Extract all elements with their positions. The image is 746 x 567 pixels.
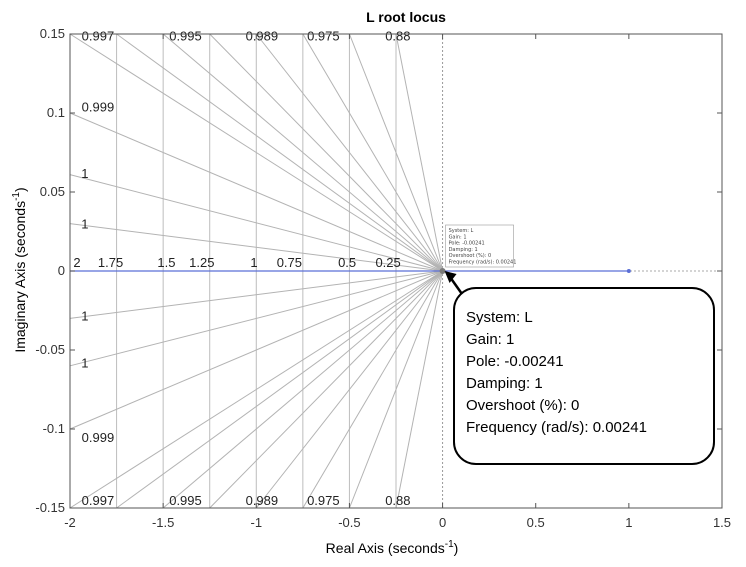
datatip-small-line: Damping: 1 [449, 247, 478, 253]
frequency-label: 1.5 [157, 255, 175, 270]
damping-ray [255, 33, 443, 272]
y-tick-label: 0.15 [40, 26, 65, 41]
frequency-label: 1 [250, 255, 257, 270]
frequency-label: 0.25 [375, 255, 400, 270]
damping-label: 0.88 [385, 29, 410, 44]
damping-label: 0.997 [82, 29, 115, 44]
damping-label: 0.989 [246, 493, 279, 508]
datatip-small-line: Pole: -0.00241 [449, 241, 485, 247]
x-tick-label: -1.5 [152, 515, 174, 530]
damping-ray [348, 33, 444, 272]
damping-ray [116, 33, 443, 272]
damping-ray [69, 270, 443, 367]
damping-ray [69, 174, 443, 272]
damping-frequency-grid [69, 33, 722, 509]
y-tick-label: 0 [58, 263, 65, 278]
callout-line: Gain: 1 [466, 331, 514, 348]
x-tick-label: 1 [625, 515, 632, 530]
y-tick-label: -0.1 [43, 421, 65, 436]
frequency-label: 1.25 [189, 255, 214, 270]
damping-ray [209, 33, 443, 272]
damping-ray [69, 270, 443, 430]
x-tick-label: -1 [251, 515, 263, 530]
damping-ray [302, 270, 444, 509]
x-tick-label: 0 [439, 515, 446, 530]
damping-ray [255, 270, 443, 509]
frequency-label: 0.5 [338, 255, 356, 270]
damping-label: 0.997 [82, 493, 115, 508]
damping-label: 0.999 [82, 430, 115, 445]
frequency-label: 2 [73, 255, 80, 270]
damping-label: 0.995 [169, 29, 202, 44]
callout-box [453, 287, 715, 465]
x-tick-label: 0.5 [527, 515, 545, 530]
damping-label: 0.989 [246, 29, 279, 44]
damping-label: 0.975 [307, 29, 340, 44]
y-axis-label: Imaginary Axis (seconds-1) [11, 187, 28, 352]
damping-label: 1 [81, 308, 88, 323]
x-tick-label: 1.5 [713, 515, 731, 530]
datatip-small-line: Frequency (rad/s): 0.00241 [449, 260, 517, 266]
chart-title: L root locus [366, 9, 446, 25]
datatip-small-line: System: L [449, 228, 474, 234]
selected-pole-marker [439, 268, 446, 274]
damping-ray [69, 270, 443, 319]
damping-label: 0.88 [385, 493, 410, 508]
damping-ray [69, 223, 443, 272]
callout-line: System: L [466, 309, 533, 326]
damping-label: 0.995 [169, 493, 202, 508]
y-tick-label: -0.05 [35, 342, 65, 357]
damping-label: 1 [81, 217, 88, 232]
y-tick-label: 0.1 [47, 105, 65, 120]
datatip-small-line: Overshoot (%): 0 [449, 253, 492, 259]
damping-label: 0.999 [82, 100, 115, 115]
callout-arrow-head [444, 271, 457, 283]
damping-label: 1 [81, 356, 88, 371]
damping-ray [209, 270, 443, 509]
grid-labels: 0.997 0.995 0.989 0.975 0.88 0.999 1 1 1 1 0.999 0.… [73, 29, 410, 509]
frequency-label: 1.75 [98, 255, 123, 270]
y-tick-label: -0.15 [35, 500, 65, 515]
callout-line: Pole: -0.00241 [466, 353, 564, 370]
x-tick-label: -2 [64, 515, 76, 530]
callout-line: Overshoot (%): 0 [466, 397, 579, 414]
callout-line: Damping: 1 [466, 375, 543, 392]
datatip-small-line: Gain: 1 [449, 234, 467, 240]
damping-ray [348, 270, 444, 509]
y-tick-label: 0.05 [40, 184, 65, 199]
x-axis-label: Real Axis (seconds-1) [326, 539, 459, 556]
damping-ray [116, 270, 443, 509]
damping-ray [69, 33, 443, 272]
damping-label: 1 [81, 166, 88, 181]
callout-line: Frequency (rad/s): 0.00241 [466, 419, 647, 436]
damping-ray [162, 270, 443, 509]
damping-ray [69, 112, 443, 272]
frequency-label: 0.75 [277, 255, 302, 270]
x-tick-label: -0.5 [338, 515, 360, 530]
axes: -2 -1.5 -1 -0.5 0 0.5 1 1.5 0.15 0.1 0.05 0 -0.05 -0.… [35, 26, 731, 530]
damping-ray [395, 33, 444, 272]
locus-data [70, 268, 631, 274]
damping-ray [395, 270, 444, 509]
damping-ray [69, 270, 443, 509]
datatip-small-box [445, 224, 514, 268]
damping-ray [302, 33, 444, 272]
locus-end-marker [626, 269, 631, 273]
damping-label: 0.975 [307, 493, 340, 508]
damping-ray [162, 33, 443, 272]
